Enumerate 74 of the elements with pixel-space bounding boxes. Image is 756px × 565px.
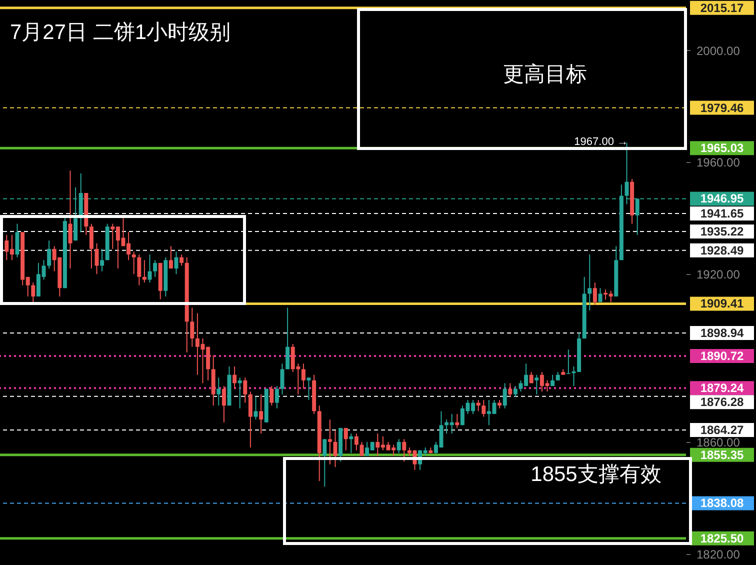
candlestick: [47, 240, 52, 270]
candlestick: [68, 170, 72, 270]
candlestick: [148, 254, 152, 283]
candlestick: [259, 394, 264, 434]
candlestick: [137, 254, 142, 286]
text: 7月27日 二饼1小时级别: [10, 21, 231, 44]
candlestick: [180, 254, 184, 266]
candlestick: [402, 438, 406, 462]
annotation: 更高目标: [503, 63, 587, 86]
candlestick: [508, 382, 512, 398]
ref-line-label: 1928.49: [700, 243, 744, 258]
candlestick: [396, 438, 401, 454]
candlestick: [132, 251, 136, 275]
candlestick: [254, 396, 258, 420]
candlestick: [333, 430, 338, 468]
candlestick: [15, 223, 20, 258]
candlestick: [190, 307, 194, 348]
candlestick: [270, 385, 274, 406]
candlestick: [598, 288, 602, 303]
ref-line-label: 1965.03: [700, 141, 744, 156]
candlestick: [301, 363, 306, 390]
ref-line-label: 1946.95: [700, 192, 744, 206]
candlestick: [502, 382, 507, 409]
candlestick: [232, 366, 237, 390]
annotation: 1855支撑有效: [530, 463, 662, 486]
ref-line-label: 1941.65: [700, 206, 744, 221]
ref-line-label: 1879.24: [700, 381, 744, 396]
candlestick: [74, 186, 78, 242]
y-tick-label: 2000.00: [696, 44, 740, 58]
y-tick-label: 1860.00: [696, 435, 740, 450]
candlestick: [588, 254, 592, 311]
candlestick: [153, 260, 158, 278]
candlestick: [513, 385, 518, 398]
ref-line-label: 1898.94: [700, 326, 744, 340]
candlestick: [322, 438, 327, 488]
candlestick: [344, 427, 348, 451]
candlestick: [216, 377, 221, 406]
candlestick: [592, 282, 597, 306]
y-tick-label: 1820.00: [696, 547, 740, 562]
annotation: 1967.00 →: [574, 136, 628, 148]
ref-line-label: 1979.46: [700, 100, 744, 115]
candlestick: [222, 385, 226, 423]
ref-line-label: 2015.17: [700, 0, 744, 15]
ref-line-label: 1876.28: [700, 395, 744, 410]
candlestick: [94, 242, 99, 275]
candlestick: [168, 246, 173, 270]
ref-line-label: 1838.08: [700, 496, 744, 510]
ref-line-label: 1890.72: [700, 349, 744, 364]
candlestick: [174, 251, 178, 275]
ref-line-label: 1935.22: [700, 224, 744, 239]
candlestick: [624, 142, 629, 205]
y-tick-label: 1920.00: [696, 268, 740, 282]
candlestick: [534, 374, 539, 395]
y-tick-label: 1960.00: [696, 156, 740, 170]
candlestick: [248, 391, 252, 448]
candlestick: [328, 419, 332, 465]
candlestick: [243, 377, 248, 404]
candlestick: [100, 248, 104, 272]
candlestick: [635, 198, 640, 236]
candlestick: [550, 374, 555, 386]
candlestick: [566, 349, 570, 374]
candlestick: [31, 282, 36, 303]
ref-line-label: 1825.50: [700, 531, 744, 546]
candlestick: [89, 223, 94, 270]
candlestick: [360, 441, 364, 456]
candlestick: [306, 377, 311, 400]
candlestick: [286, 307, 290, 370]
candlestick: [274, 385, 279, 409]
candlestick: [280, 363, 284, 395]
ref-line-label: 1855.35: [700, 448, 744, 462]
ref-line-label: 1909.41: [700, 296, 744, 311]
ref-line-label: 1864.27: [700, 422, 744, 437]
candlestick: [354, 433, 358, 451]
candlestick: [482, 399, 486, 418]
